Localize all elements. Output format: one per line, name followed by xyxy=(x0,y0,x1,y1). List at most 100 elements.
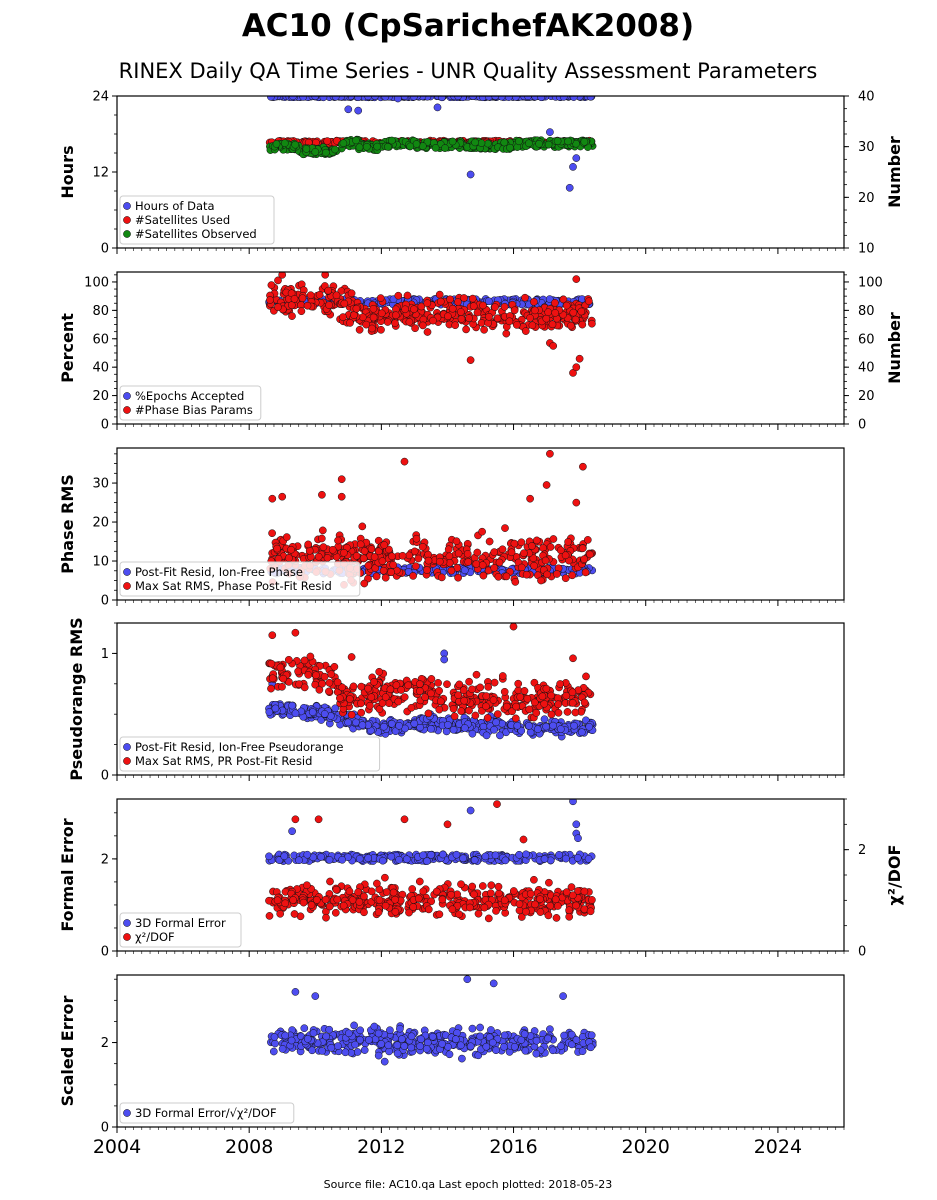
data-points xyxy=(267,975,597,1066)
outlier-point xyxy=(354,106,363,115)
data-point xyxy=(375,896,384,904)
y-right-tick-label: 30 xyxy=(858,140,875,155)
data-point xyxy=(480,325,488,334)
data-point xyxy=(586,96,595,101)
data-point xyxy=(424,556,433,565)
legend-entry: %Epochs Accepted xyxy=(135,389,244,403)
data-point xyxy=(364,684,372,693)
data-point xyxy=(360,1046,369,1054)
data-point xyxy=(381,901,390,910)
series-2 xyxy=(266,449,596,589)
data-point xyxy=(290,910,299,918)
data-point xyxy=(265,912,274,920)
data-point xyxy=(556,725,565,733)
data-point xyxy=(486,889,495,898)
outlier-point xyxy=(489,979,498,988)
data-point xyxy=(553,137,562,145)
data-point xyxy=(490,678,499,687)
outlier-point xyxy=(575,354,584,363)
data-point xyxy=(554,700,563,709)
data-point xyxy=(555,851,563,859)
outlier-point xyxy=(291,988,300,996)
data-point xyxy=(528,542,536,550)
data-point xyxy=(526,728,535,737)
data-point xyxy=(540,715,549,724)
y-tick-label: 30 xyxy=(92,477,109,492)
data-point xyxy=(444,545,453,554)
data-point xyxy=(389,561,398,569)
data-point xyxy=(423,857,431,865)
data-point xyxy=(354,96,362,102)
data-point xyxy=(580,887,589,896)
data-point xyxy=(291,709,300,718)
data-point xyxy=(447,566,456,575)
data-point xyxy=(544,308,553,317)
outlier-point xyxy=(394,96,402,103)
legend-marker xyxy=(123,933,131,941)
y-right-tick-label: 100 xyxy=(858,275,883,290)
outlier-point xyxy=(311,992,320,1000)
data-point xyxy=(381,693,390,702)
data-point xyxy=(529,554,538,563)
data-point xyxy=(535,139,543,148)
data-point xyxy=(317,853,325,861)
data-point xyxy=(500,896,509,905)
y-right-tick-label: 10 xyxy=(858,242,875,257)
x-tick-label: 2012 xyxy=(357,1136,405,1158)
data-point xyxy=(267,659,276,668)
data-point xyxy=(373,879,381,888)
data-point xyxy=(556,680,564,688)
data-point xyxy=(492,907,500,915)
data-point xyxy=(278,1045,287,1053)
data-point xyxy=(536,895,544,904)
data-point xyxy=(476,683,485,692)
data-point xyxy=(504,96,513,101)
data-point xyxy=(334,1042,342,1050)
data-point xyxy=(474,909,483,918)
data-point xyxy=(338,855,347,864)
data-point xyxy=(548,320,557,329)
data-point xyxy=(522,907,530,916)
y-right-tick-label: 20 xyxy=(858,389,875,404)
data-point xyxy=(510,306,519,315)
data-point xyxy=(355,143,364,152)
data-point xyxy=(582,672,590,681)
data-point xyxy=(429,316,437,325)
data-point xyxy=(569,308,578,317)
data-point xyxy=(273,544,281,553)
data-point xyxy=(476,1032,485,1041)
data-point xyxy=(353,1048,362,1056)
data-point xyxy=(520,549,528,558)
outlier-point xyxy=(569,163,577,171)
data-point xyxy=(374,547,383,556)
data-point xyxy=(532,1036,541,1045)
data-point xyxy=(500,1043,508,1051)
x-tick-label: 2008 xyxy=(225,1136,273,1158)
data-point xyxy=(478,882,487,890)
data-point xyxy=(585,722,594,731)
data-point xyxy=(494,572,503,581)
data-point xyxy=(444,312,452,321)
data-point xyxy=(460,724,469,732)
data-point xyxy=(586,907,595,916)
data-point xyxy=(351,1040,359,1049)
data-point xyxy=(306,291,315,300)
data-point xyxy=(294,667,302,676)
data-point xyxy=(358,522,367,531)
data-point xyxy=(502,702,511,711)
data-point xyxy=(345,887,354,896)
data-point xyxy=(280,139,289,148)
legend-entry: 3D Formal Error/√χ²/DOF xyxy=(135,1106,277,1120)
y-right-tick-label: 2 xyxy=(858,843,866,858)
data-point xyxy=(395,721,403,730)
data-point xyxy=(549,1046,557,1055)
data-point xyxy=(458,1054,466,1063)
data-point xyxy=(327,670,336,679)
data-point xyxy=(334,536,342,545)
data-point xyxy=(559,96,568,101)
data-point xyxy=(515,900,524,908)
x-tick-label: 2024 xyxy=(754,1136,802,1158)
